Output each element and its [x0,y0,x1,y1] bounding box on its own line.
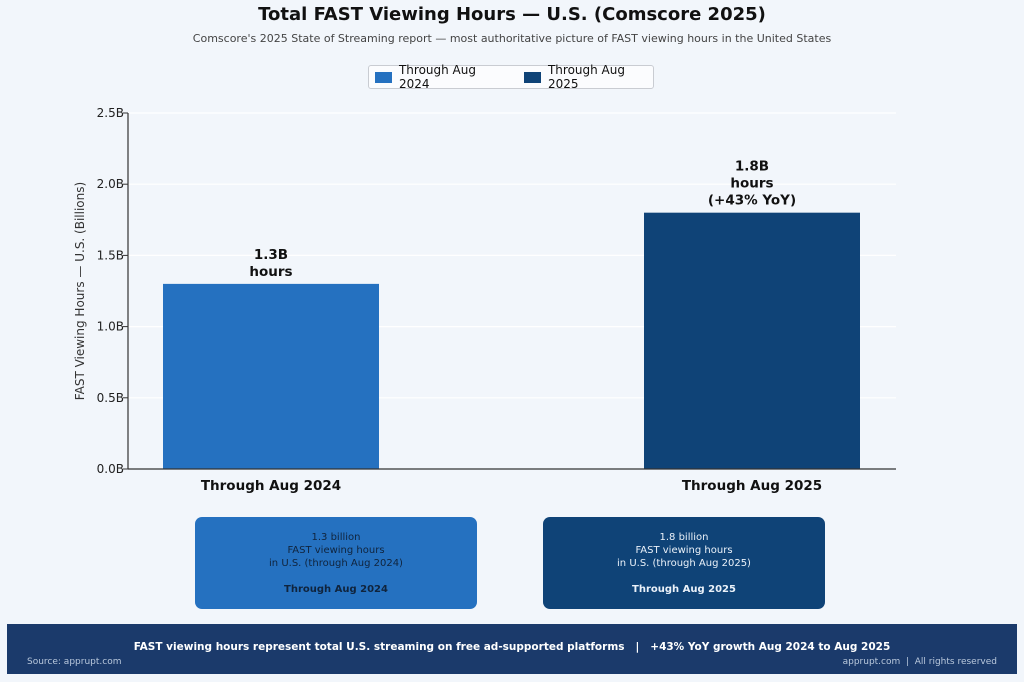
chart-subtitle: Comscore's 2025 State of Streaming repor… [192,32,832,45]
data-label: hours [249,264,292,280]
legend-swatch-2024 [375,71,392,83]
legend-label-2025: Through Aug 2025 [547,63,625,91]
y-axis-label: FAST Viewing Hours — U.S. (Billions) [73,182,87,400]
y-tick-label: 1.5B [97,248,124,262]
card-period: Through Aug 2025 [632,584,736,595]
bars [163,212,860,469]
card-line: FAST viewing hours [287,545,385,556]
data-label: 1.8B [735,159,769,175]
x-tick-label: Through Aug 2024 [201,478,341,494]
footer-rights: apprupt.com | All rights reserved [842,657,997,667]
card-period: Through Aug 2024 [284,584,388,595]
summary-card-2025: 1.8 billion FAST viewing hours in U.S. (… [543,517,825,609]
legend-swatch-2025 [524,71,541,83]
data-label: hours [730,176,773,192]
y-tick-label: 0.5B [97,391,124,405]
y-ticks: 0.0B 0.5B 1.0B 1.5B 2.0B 2.5B [97,106,128,476]
y-tick-label: 2.5B [97,106,124,120]
summary-card-2024: 1.3 billion FAST viewing hours in U.S. (… [195,517,477,609]
legend-item-2024: Through Aug 2024 [375,63,504,91]
legend-label-2024: Through Aug 2024 [398,63,476,91]
card-line: FAST viewing hours [635,545,733,556]
footer-summary: FAST viewing hours represent total U.S. … [133,641,891,653]
data-label: (+43% YoY) [708,193,796,209]
y-tick-label: 1.0B [97,320,124,334]
data-label: 1.3B [254,247,288,263]
bar-chart: 0.0B 0.5B 1.0B 1.5B 2.0B 2.5B Through Aug 202… [73,106,896,494]
bar [163,283,379,469]
y-tick-label: 2.0B [97,177,124,191]
card-line: 1.3 billion [311,532,361,543]
card-line: 1.8 billion [659,532,709,543]
bar [644,212,860,469]
x-ticks: Through Aug 2024 Through Aug 2025 [201,478,822,494]
legend-item-2025: Through Aug 2025 [524,63,653,91]
x-tick-label: Through Aug 2025 [682,478,822,494]
chart-legend: Through Aug 2024 Through Aug 2025 [368,63,654,91]
axes [127,113,896,470]
chart-title: Total FAST Viewing Hours — U.S. (Comscor… [258,4,766,25]
y-tick-label: 0.0B [97,462,124,476]
card-line: in U.S. (through Aug 2025) [617,558,751,569]
footer-source: Source: apprupt.com [27,657,122,667]
footer-banner: FAST viewing hours represent total U.S. … [7,624,1017,674]
card-line: in U.S. (through Aug 2024) [269,558,403,569]
